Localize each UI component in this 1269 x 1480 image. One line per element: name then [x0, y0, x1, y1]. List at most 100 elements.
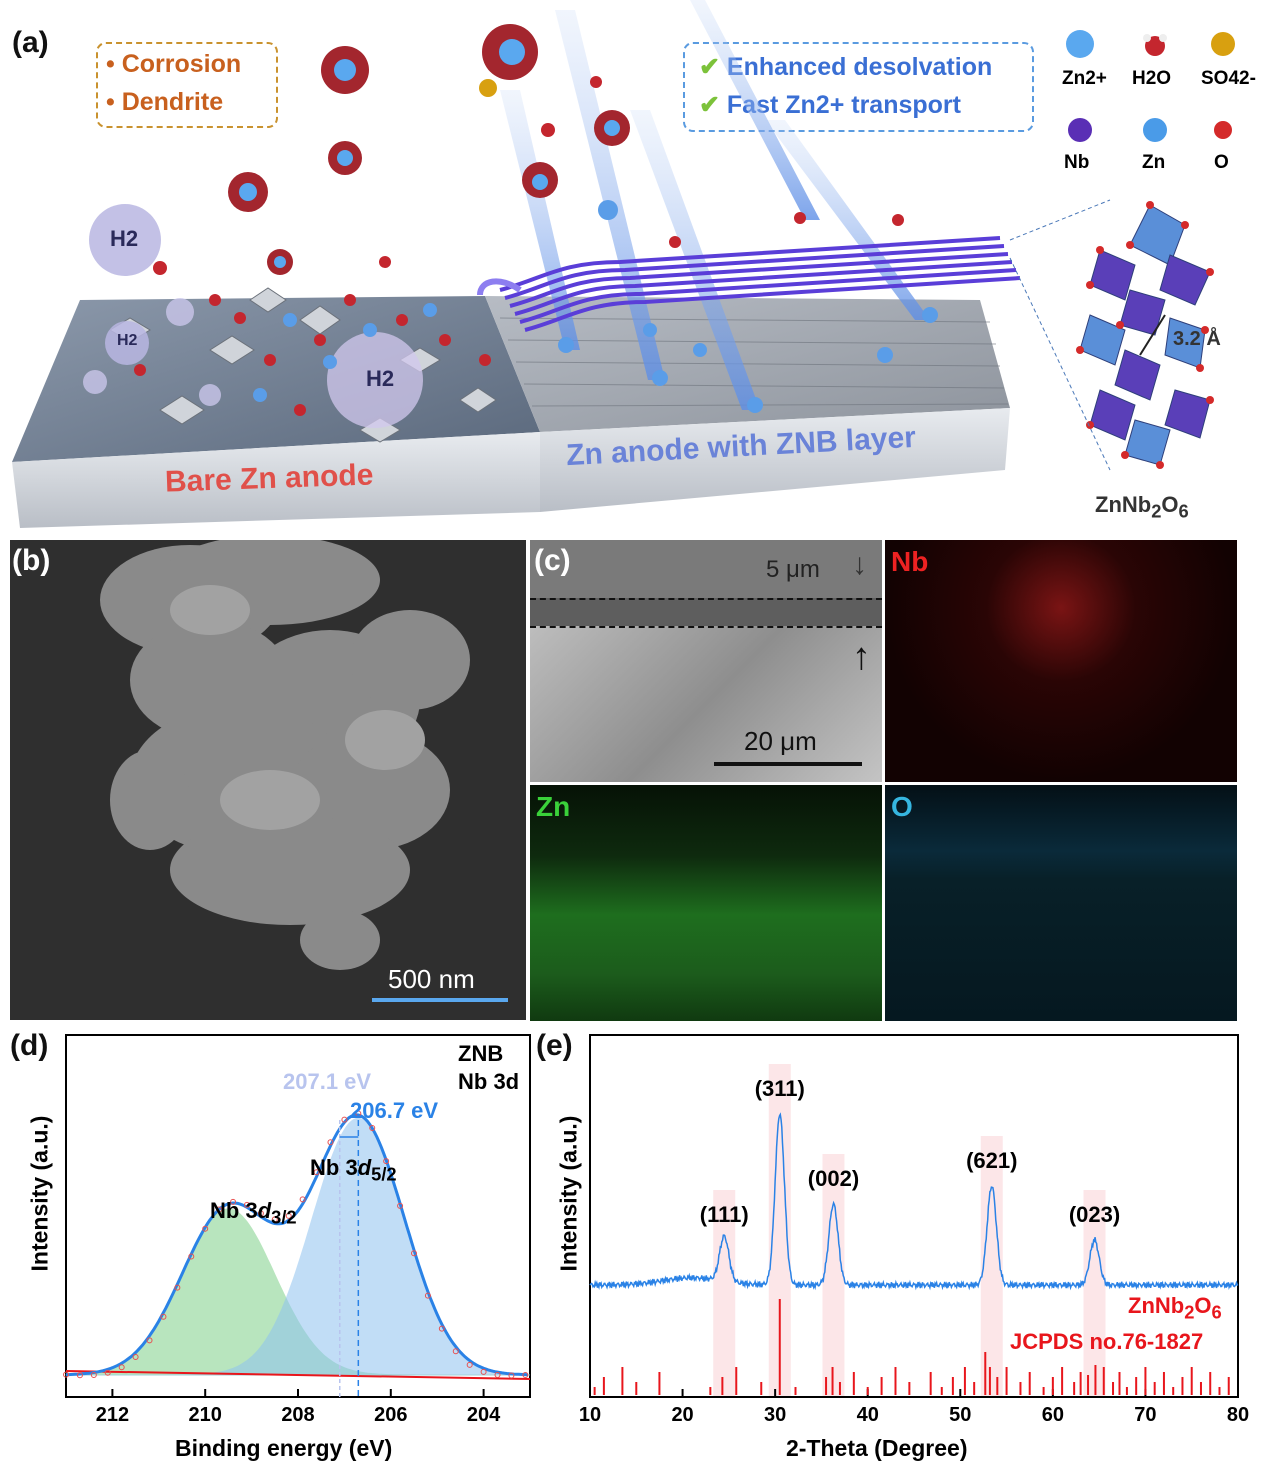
h2-label: H2 [117, 332, 138, 349]
h2-label: H2 [366, 366, 395, 391]
panel-b-label: (b) [12, 544, 51, 577]
formula-label: ZnNb2O6 [1095, 492, 1189, 522]
raw-data-point [174, 1284, 181, 1291]
raw-data-point [369, 1124, 376, 1131]
peak-label: (111) [700, 1202, 749, 1227]
peak-highlight [768, 1064, 791, 1397]
raw-data-point [202, 1225, 209, 1232]
check-icon: ✔ [699, 91, 720, 119]
raw-data-point [146, 1337, 153, 1344]
raw-data-point [411, 1250, 417, 1257]
raw-data-point [285, 1212, 292, 1219]
xps-xlabel: Binding energy (eV) [175, 1435, 393, 1461]
xrd-phase: ZnNb2O6 [1128, 1293, 1222, 1323]
arrow-up-icon: ↑ [852, 636, 871, 678]
raw-data-point [397, 1202, 404, 1209]
raw-data-point [160, 1313, 167, 1320]
h2-bubble [327, 332, 423, 428]
xrd-tick-label: 30 [764, 1404, 786, 1426]
raw-data-point [243, 1201, 250, 1208]
scalebar-b-label: 500 nm [388, 964, 475, 994]
issue-corrosion: • Corrosion [106, 50, 242, 78]
h2-bubble [105, 321, 149, 365]
raw-data-point [63, 1371, 69, 1378]
panel-d: (d) 212 210 208 206 204 ZNB Nb 3d 207.1 eV 2… [0, 1025, 540, 1480]
map-o: O [885, 785, 1237, 1021]
bare-anode-label: Bare Zn anode [164, 458, 374, 499]
xps-chart: 212 210 208 206 204 [63, 1034, 531, 1426]
raw-data-point [327, 1139, 334, 1146]
xps-tick-label: 212 [96, 1404, 129, 1426]
raw-data-point [118, 1364, 125, 1371]
issues-box: • Corrosion • Dendrite [96, 42, 278, 128]
so4-icon [1211, 32, 1235, 56]
xps-sample: ZNB [458, 1041, 504, 1066]
xps-tick-label: 210 [189, 1404, 222, 1426]
xrd-chart: 10 20 30 40 50 60 70 80 (111) (311) (002) (621) (023… [579, 1034, 1249, 1426]
benefit-transport: ✔ Fast Zn2+ transport [699, 91, 961, 119]
map-zn-label: Zn [536, 791, 571, 822]
bare-slab-side [12, 432, 540, 528]
peak1-label: Nb 3d3/2 [210, 1198, 297, 1228]
raw-data-point [257, 1210, 264, 1217]
xps-tick-label: 206 [374, 1404, 407, 1426]
nb-icon [1068, 118, 1092, 142]
legend-zn: Zn [1142, 152, 1166, 173]
raw-data-point [438, 1325, 445, 1332]
peak-energy-label: 206.7 eV [350, 1098, 439, 1123]
raw-data-point [216, 1206, 223, 1213]
raw-data-point [132, 1353, 139, 1360]
panel-e: (e) 10 20 30 40 50 60 70 80 (111) (311) (002) (621)… [536, 1025, 1269, 1480]
spacing-label: 3.2 Å [1173, 328, 1221, 350]
xrd-tick-label: 20 [671, 1404, 693, 1426]
xrd-tick-label: 70 [1134, 1404, 1156, 1426]
peak-highlight [980, 1136, 1003, 1397]
h2o-icon [1145, 36, 1165, 56]
raw-data-point [466, 1361, 473, 1368]
raw-data-point [383, 1158, 390, 1165]
panel-c-label: (c) [534, 544, 571, 577]
legend-h2o: H2O [1132, 68, 1172, 89]
xps-tick-label: 208 [281, 1404, 314, 1426]
legend-o: O [1214, 152, 1229, 173]
peak-label: (002) [808, 1166, 859, 1191]
xrd-tick-label: 40 [857, 1404, 879, 1426]
raw-data-point [355, 1110, 362, 1117]
peak2-label: Nb 3d5/2 [310, 1155, 397, 1185]
xrd-reference: JCPDS no.76-1827 [1010, 1329, 1204, 1354]
raw-data-point [90, 1371, 97, 1378]
peak-highlight [713, 1190, 736, 1397]
peak-highlight [1083, 1190, 1106, 1397]
legend-so4: SO42- [1201, 68, 1256, 89]
peak-highlight [822, 1154, 845, 1397]
h2-label: H2 [110, 226, 139, 251]
legend-zn2: Zn2+ [1062, 68, 1107, 89]
raw-data-point [522, 1371, 529, 1378]
peak-label: (311) [755, 1076, 805, 1101]
map-o-label: O [891, 791, 913, 822]
scalebar-c-label: 20 μm [744, 726, 817, 756]
map-nb-label: Nb [891, 546, 929, 577]
peak-3d52-area [66, 1117, 531, 1376]
raw-data-point [188, 1253, 195, 1260]
raw-data-point [299, 1196, 306, 1203]
sem-image: (b) 500 nm [10, 540, 526, 1020]
crystal-structure [1079, 204, 1211, 466]
panel-d-label: (d) [10, 1029, 49, 1062]
raw-data-point [494, 1371, 501, 1378]
xrd-tick-label: 80 [1227, 1404, 1249, 1426]
arrow-down-icon: ↓ [852, 548, 867, 581]
zn-icon [1143, 118, 1167, 142]
benefits-box: ✔ Enhanced desolvation ✔ Fast Zn2+ trans… [683, 42, 1034, 132]
anode-schematic [12, 0, 1214, 528]
map-zn: Zn [530, 785, 882, 1021]
scalebar-c [714, 762, 862, 766]
raw-data-point [452, 1348, 459, 1355]
xrd-pattern [589, 1112, 1239, 1291]
ref-energy-label: 207.1 eV [283, 1069, 372, 1094]
zn2-icon [1066, 30, 1094, 58]
h2-bubble [89, 204, 161, 276]
raw-data-point [104, 1369, 111, 1376]
xrd-xlabel: 2-Theta (Degree) [786, 1435, 968, 1461]
xrd-tick-label: 10 [579, 1404, 601, 1426]
